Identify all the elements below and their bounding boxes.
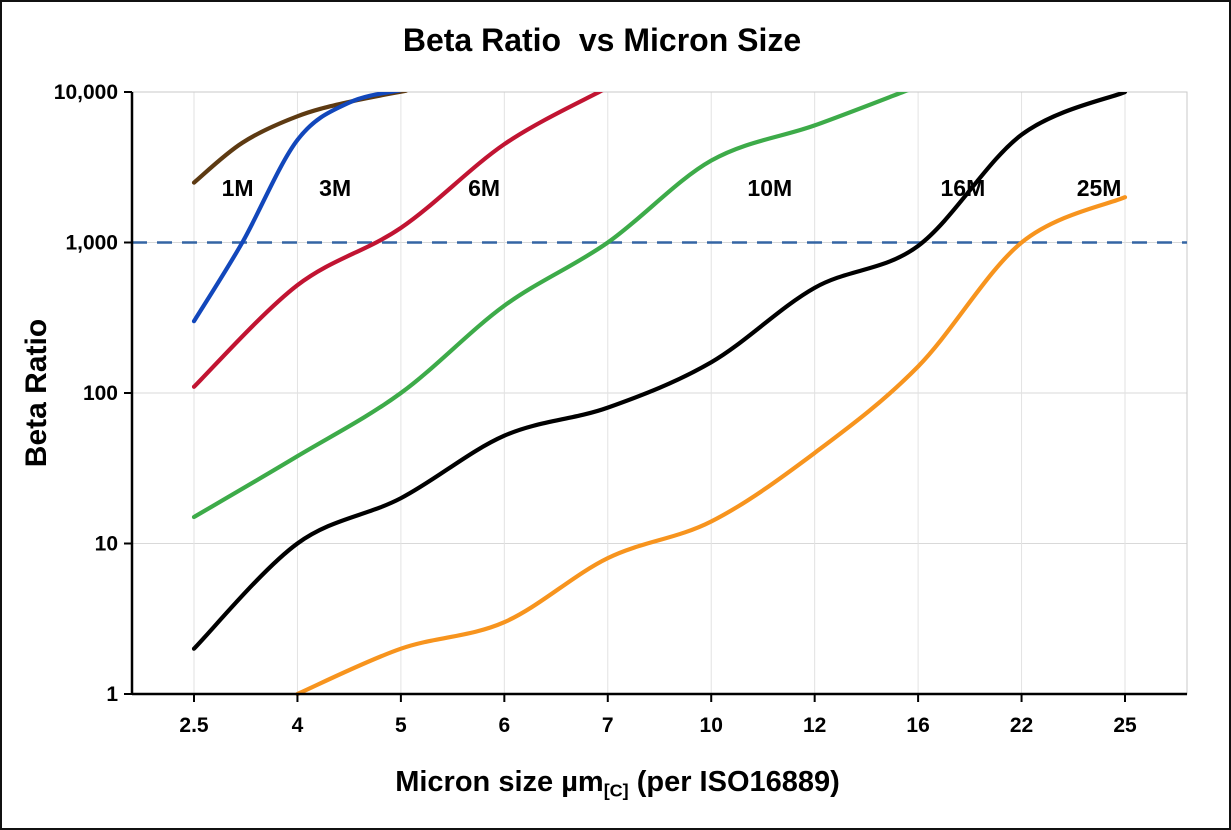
x-axis-title-prefix: Micron size µm — [395, 766, 604, 798]
y-tick-label: 1 — [106, 683, 118, 706]
x-tick-label: 25 — [1113, 714, 1137, 737]
x-tick-label: 6 — [498, 714, 510, 737]
series-label-6M: 6M — [468, 175, 500, 201]
y-tick-label: 100 — [83, 382, 118, 405]
series-label-16M: 16M — [941, 175, 986, 201]
y-tick-label: 1,000 — [65, 232, 118, 255]
chart-title: Beta Ratio vs Micron Size — [402, 22, 802, 58]
x-tick-label: 10 — [700, 714, 723, 737]
series-curves — [191, 92, 1128, 697]
series-line-25M — [295, 195, 1128, 697]
x-tick-label: 7 — [602, 714, 614, 737]
x-axis-title: Micron size µm[C] (per ISO16889) — [2, 766, 1229, 801]
series-line-10M — [191, 92, 909, 520]
y-tick-label: 10,000 — [54, 81, 118, 104]
x-tick-label: 12 — [803, 714, 826, 737]
x-tick-label: 2.5 — [179, 714, 209, 737]
series-label-3M: 3M — [319, 175, 351, 201]
series-label-1M: 1M — [222, 175, 254, 201]
gridlines — [132, 91, 1187, 695]
series-line-6M — [191, 92, 604, 389]
x-tick-label: 4 — [292, 714, 304, 737]
series-line-3M — [191, 92, 402, 324]
x-axis-title-subscript: [C] — [603, 780, 629, 801]
series-label-25M: 25M — [1077, 175, 1122, 201]
y-tick-label: 10 — [95, 533, 118, 556]
x-tick-label: 22 — [1010, 714, 1033, 737]
series-label-10M: 10M — [747, 175, 792, 201]
x-tick-label: 16 — [906, 714, 929, 737]
x-tick-label: 5 — [395, 714, 407, 737]
x-axis-title-suffix: (per ISO16889) — [628, 766, 840, 798]
series-line-16M — [191, 92, 1128, 651]
